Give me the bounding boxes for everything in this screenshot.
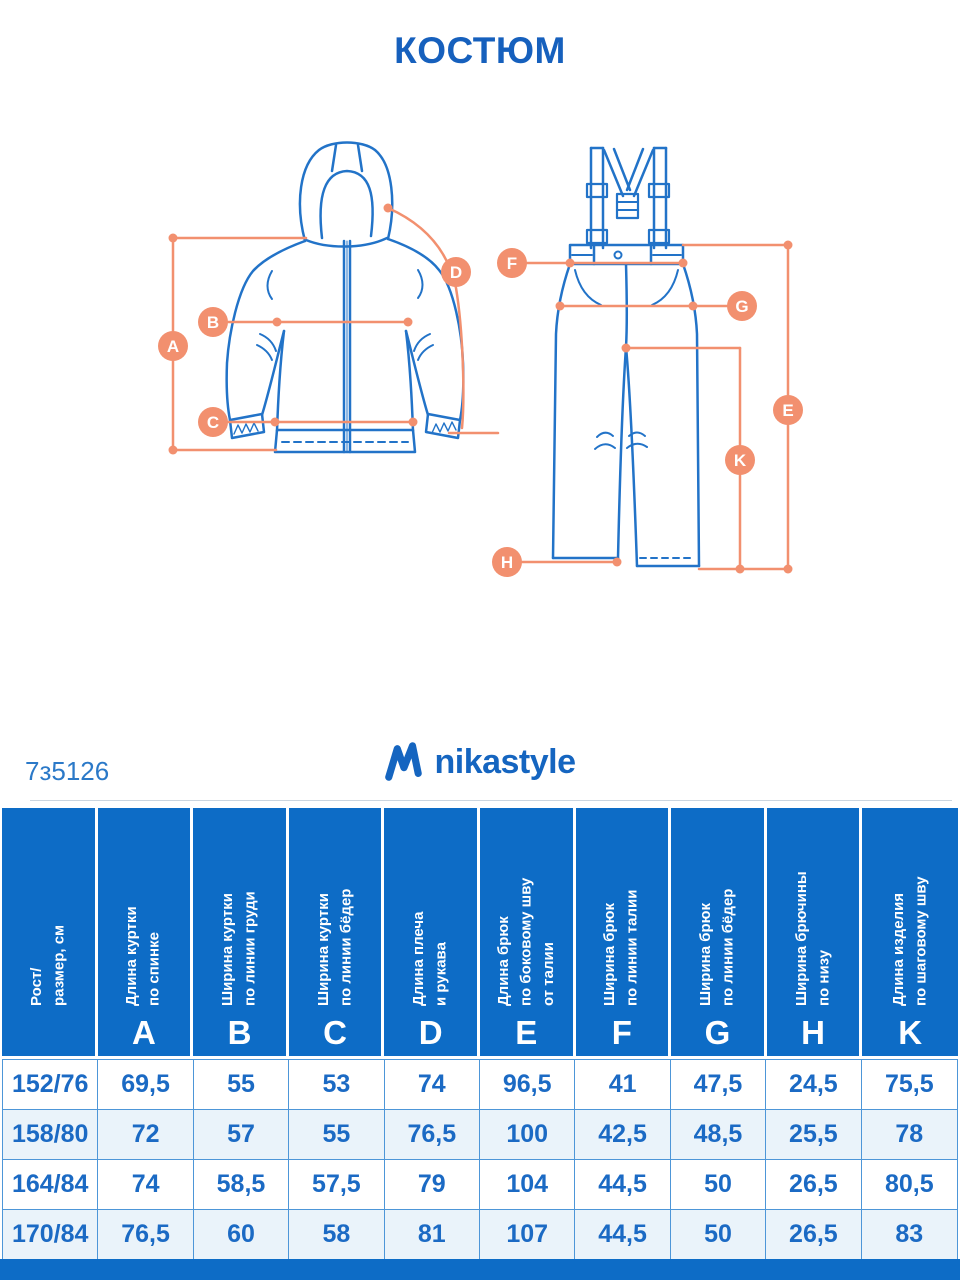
page-title: КОСТЮМ [394,30,566,71]
measure-label-h: H [501,553,513,572]
measure-label-a: A [167,337,179,356]
col-letter-a: A [131,1014,156,1051]
measure-label-b: B [207,313,219,332]
col-letter-f: F [611,1014,632,1051]
table-row: 158/80 72 57 55 76,5 100 42,5 48,5 25,5 … [3,1110,957,1160]
nikastyle-logo-icon [385,742,423,781]
col-header-e: Длина брюк по боковому шву от талии E [479,808,576,1056]
table-row: 170/84 76,5 60 58 81 107 44,5 50 26,5 83 [3,1210,957,1259]
col-header-size: Рост/ размер, см [2,808,98,1056]
table-row: 152/76 69,5 55 53 74 96,5 41 47,5 24,5 7… [3,1060,957,1110]
measure-label-f: F [507,254,517,273]
size-cell: 170/84 [3,1210,99,1259]
col-letter-k: K [898,1014,923,1051]
col-header-g: Ширина брюк по линии бёдер G [671,808,767,1056]
col-letter-e: E [515,1014,538,1051]
measure-label-c: C [207,413,219,432]
product-code: 7з5126 [25,756,110,786]
brand-row: nikastyle [0,736,960,788]
col-header-f: Ширина брюк по линии талии F [575,808,672,1056]
pants-drawing [551,146,701,568]
measure-label-k: K [734,451,747,470]
jacket-measure-badges: A B C D [158,257,471,437]
col-letter-b: B [227,1014,252,1051]
col-header-a: Длина куртки по спинке A [97,808,194,1056]
jacket-drawing [225,141,465,454]
size-cell: 158/80 [3,1110,99,1159]
col-letter-h: H [801,1014,826,1051]
col-letter-c: C [323,1014,348,1051]
table-top-rule [30,800,952,801]
col-header-d: Длина плеча и рукава D [384,808,480,1056]
col-header-h: Ширина брючины по низу H [766,808,863,1056]
pants-measure-dots [555,240,793,574]
col-header-size-label: Рост/ размер, см [27,924,68,1006]
col-letter-g: G [704,1014,731,1051]
measure-label-d: D [450,263,462,282]
col-header-b: Ширина куртки по линии груди B [193,808,289,1056]
pants-measure-badges: F G E K H [492,248,803,577]
brand-name: nikastyle [434,742,576,781]
table-row: 164/84 74 58,5 57,5 79 104 44,5 50 26,5 … [3,1160,957,1210]
table-header-row: Рост/ размер, см Длина куртки по спинке … [2,808,958,1056]
bottom-bar [0,1259,960,1280]
col-header-c: Ширина куртки по линии бёдер C [288,808,385,1056]
size-cell: 152/76 [3,1060,99,1109]
jacket-measure-dots [168,203,418,455]
measure-label-g: G [735,297,748,316]
col-header-k: Длина изделия по шаговому шву K [862,808,958,1056]
col-letter-d: D [418,1014,443,1051]
table-body: 152/76 69,5 55 53 74 96,5 41 47,5 24,5 7… [2,1059,958,1260]
size-cell: 164/84 [3,1160,99,1209]
size-table: Рост/ размер, см Длина куртки по спинке … [2,808,958,1260]
garment-measurement-diagram: A B C D F G E K H [158,141,803,577]
measure-label-e: E [782,401,793,420]
